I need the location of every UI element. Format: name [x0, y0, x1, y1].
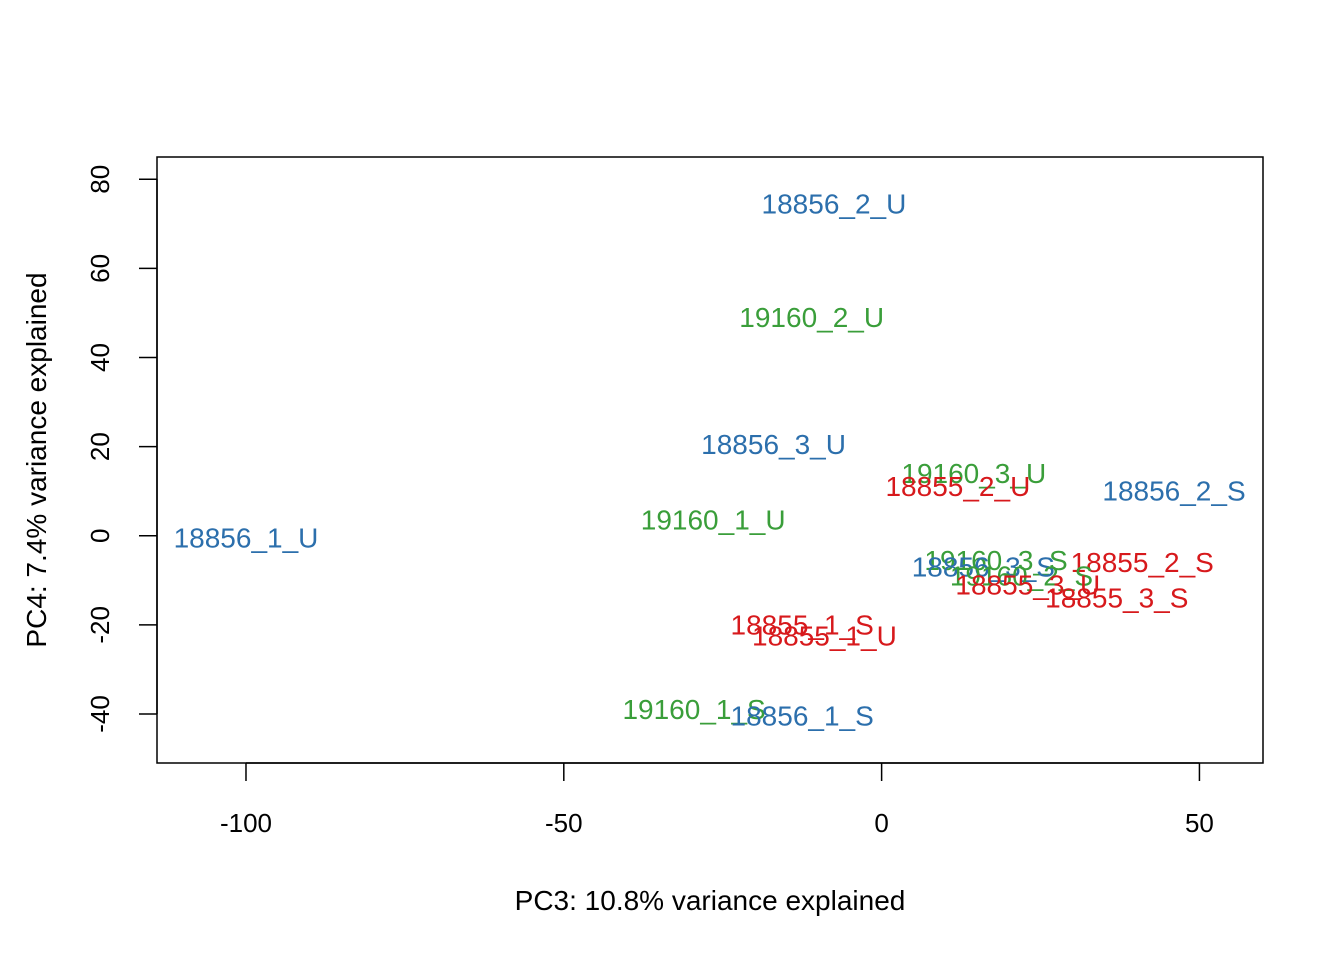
x-axis-title: PC3: 10.8% variance explained	[515, 885, 906, 916]
point-label: 19160_1_S	[622, 694, 765, 725]
point-label: 18856_3_U	[701, 429, 846, 460]
point-label: 18855_2_U	[885, 471, 1030, 502]
x-tick-label: 50	[1185, 808, 1214, 838]
point-label: 18856_2_S	[1102, 476, 1245, 507]
point-label: 18855_1_S	[731, 609, 874, 640]
point-label: 18856_3_S	[912, 551, 1055, 582]
point-label: 19160_2_U	[739, 302, 884, 333]
y-tick-label: -40	[85, 695, 115, 733]
point-label: 19160_2_S	[950, 560, 1093, 591]
x-tick-label: -50	[545, 808, 583, 838]
point-label: 18856_2_U	[762, 188, 907, 219]
y-tick-label: 20	[85, 432, 115, 461]
x-axis: -100 -50 0 50	[220, 762, 1214, 838]
y-tick-label: 80	[85, 165, 115, 194]
point-label: 18855_3_U	[955, 569, 1100, 600]
point-labels: 18856_2_U19160_2_U18856_3_U19160_3_U1885…	[174, 188, 1246, 731]
y-axis: -40 -20 0 20 40 60 80	[85, 165, 158, 733]
x-tick-label: -100	[220, 808, 272, 838]
plot-frame	[156, 156, 1264, 764]
point-label: 19160_3_U	[901, 458, 1046, 489]
point-label: 18855_1_U	[752, 621, 897, 652]
y-axis-title: PC4: 7.4% variance explained	[21, 272, 52, 647]
y-tick-label: 0	[85, 529, 115, 543]
y-tick-label: -20	[85, 606, 115, 644]
point-label: 19160_3_S	[924, 545, 1067, 576]
point-label: 18856_1_U	[174, 522, 319, 553]
y-tick-label: 60	[85, 254, 115, 283]
x-tick-label: 0	[874, 808, 888, 838]
point-label: 19160_1_U	[641, 505, 786, 536]
point-label: 18856_1_S	[731, 701, 874, 732]
point-label: 18855_2_S	[1071, 547, 1214, 578]
point-label: 18855_3_S	[1045, 583, 1188, 614]
y-tick-label: 40	[85, 343, 115, 372]
